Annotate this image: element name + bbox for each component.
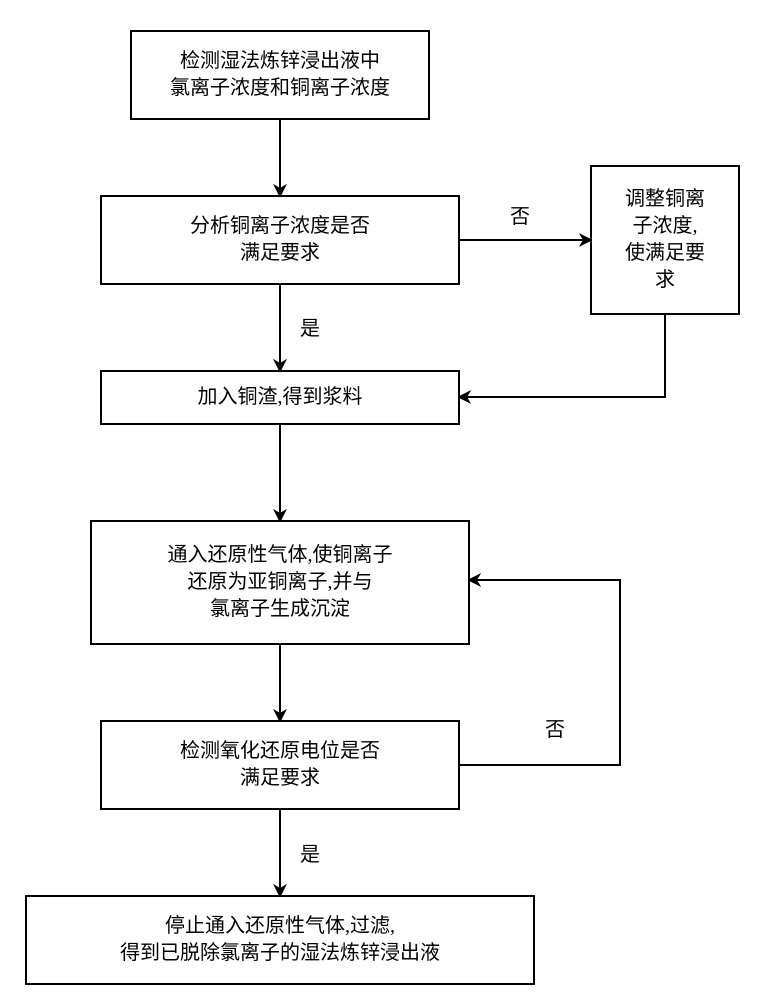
flowchart-node: 加入铜渣,得到浆料 [100,370,460,425]
node-text-line: 停止通入还原性气体,过滤, [165,915,395,937]
flowchart-edge [460,580,620,765]
node-text: 停止通入还原性气体,过滤, 得到已脱除氯离子的湿法炼锌浸出液 [120,913,440,967]
node-text: 加入铜渣,得到浆料 [198,384,363,411]
node-text-line: 分析铜离子浓度是否 [190,215,370,237]
node-text-line: 使满足要 [625,242,705,264]
node-text-line: 加入铜渣,得到浆料 [198,386,363,408]
flowchart-canvas: 检测湿法炼锌浸出液中氯离子浓度和铜离子浓度分析铜离子浓度是否满足要求调整铜离子浓… [0,0,768,1000]
node-text-line: 满足要求 [240,242,320,264]
edge-label: 否 [545,713,565,742]
flowchart-node: 通入还原性气体,使铜离子还原为亚铜离子,并与氯离子生成沉淀 [90,520,470,645]
node-text-line: 氯离子浓度和铜离子浓度 [170,77,390,99]
node-text-line: 满足要求 [240,767,320,789]
node-text: 通入还原性气体,使铜离子还原为亚铜离子,并与氯离子生成沉淀 [168,542,393,623]
node-text-line: 求 [655,269,675,291]
node-text: 检测氧化还原电位是否满足要求 [180,738,380,792]
flowchart-node: 停止通入还原性气体,过滤, 得到已脱除氯离子的湿法炼锌浸出液 [25,895,535,985]
node-text-line: 氯离子生成沉淀 [210,598,350,620]
node-text: 检测湿法炼锌浸出液中氯离子浓度和铜离子浓度 [170,48,390,102]
node-text-line: 检测湿法炼锌浸出液中 [180,50,380,72]
edges-layer [0,0,768,1000]
edge-label: 是 [300,838,320,867]
flowchart-node: 调整铜离子浓度, 使满足要求 [590,165,740,315]
node-text: 分析铜离子浓度是否满足要求 [190,213,370,267]
flowchart-node: 分析铜离子浓度是否满足要求 [100,195,460,285]
node-text-line: 通入还原性气体,使铜离子 [168,544,393,566]
node-text-line: 调整铜离 [625,188,705,210]
flowchart-node: 检测湿法炼锌浸出液中氯离子浓度和铜离子浓度 [130,30,430,120]
node-text: 调整铜离子浓度, 使满足要求 [625,186,705,294]
node-text-line: 还原为亚铜离子,并与 [188,571,373,593]
node-text-line: 子浓度, [633,215,698,237]
flowchart-edge [460,315,665,397]
edge-label: 是 [300,312,320,341]
flowchart-node: 检测氧化还原电位是否满足要求 [100,720,460,810]
node-text-line: 检测氧化还原电位是否 [180,740,380,762]
node-text-line: 得到已脱除氯离子的湿法炼锌浸出液 [120,942,440,964]
edge-label: 否 [510,200,530,229]
